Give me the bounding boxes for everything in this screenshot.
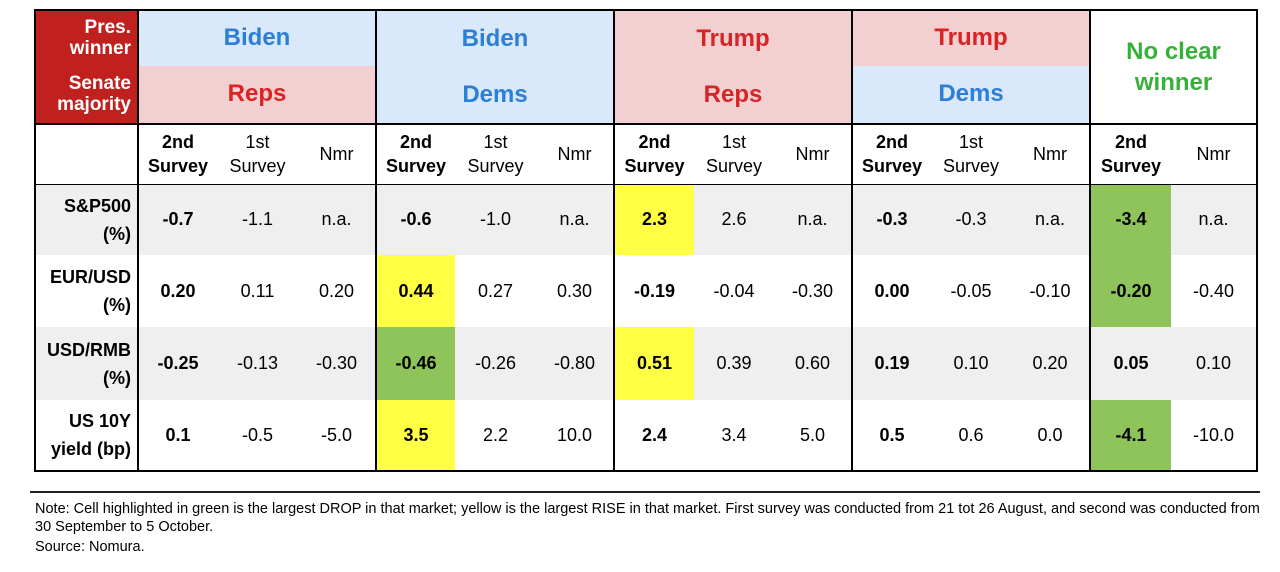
col-s5-nmr: Nmr [1196, 144, 1231, 165]
scenario-5-pres: No clear winner [1089, 10, 1258, 124]
scenario-2-senate: Dems [462, 81, 528, 108]
table-cell: 0.60 [774, 327, 853, 400]
table-cell: -4.1 [1089, 400, 1172, 471]
row-label-usdrmb: USD/RMB (%) [35, 327, 138, 400]
table-cell: -0.30 [791, 280, 834, 301]
scenario-2-pres-text: Biden [461, 25, 529, 52]
scenario-4-senate: Dems [851, 65, 1091, 124]
source-note: Source: Nomura. [35, 539, 145, 555]
table-cell: -0.20 [1089, 255, 1172, 327]
table-cell: 0.05 [1089, 327, 1172, 400]
table-cell: -0.13 [217, 327, 298, 400]
scenario-3-senate: Reps [703, 81, 763, 108]
table-cell: -5.0 [320, 424, 353, 445]
scenario-2-pres: Biden Dems [375, 10, 614, 124]
row-label-eurusd: EUR/USD (%) [49, 267, 131, 315]
table-cell: 0.20 [318, 280, 355, 301]
table-cell: -0.05 [950, 280, 992, 301]
col-s1-2nd: 2nd Survey [137, 124, 217, 184]
scenario-table: Pres. winner Biden Biden Dems Trump Reps… [34, 9, 1259, 472]
table-cell: 5.0 [799, 424, 826, 445]
scenario-4-pres: Trump [851, 10, 1091, 66]
table-cell: 0.10 [931, 327, 1012, 400]
table-cell: 0.1 [137, 400, 217, 471]
table-cell: 0.27 [477, 280, 514, 301]
table-cell: 0.30 [556, 280, 593, 301]
table-cell: 3.4 [721, 424, 747, 445]
table-cell: -0.40 [1193, 280, 1235, 301]
table-cell: -0.5 [241, 424, 274, 445]
table-cell: 0.20 [137, 255, 217, 327]
row-label-us10y: US 10Y yield (bp) [51, 411, 131, 459]
table-cell: 0.51 [613, 327, 694, 400]
table-cell: -0.46 [375, 327, 455, 400]
table-cell: -0.04 [713, 280, 755, 301]
table-note: Note: Cell highlighted in green is the l… [35, 501, 1260, 535]
col-s2-nmr: Nmr [557, 144, 592, 165]
row-label-sp500: S&P500 (%) [35, 184, 138, 255]
col-s2-2nd: 2nd Survey [375, 124, 455, 184]
col-s4-1st: 1st Survey [943, 132, 1000, 177]
table-cell: n.a. [1171, 184, 1258, 255]
table-cell: -0.30 [298, 327, 376, 400]
col-s4-2nd: 2nd Survey [851, 124, 932, 184]
table-cell: -0.25 [137, 327, 217, 400]
table-cell: 0.6 [958, 424, 984, 445]
table-cell: -1.0 [455, 184, 536, 255]
table-cell: 2.2 [482, 424, 509, 445]
table-cell: -0.6 [375, 184, 455, 255]
table-cell: 2.3 [613, 184, 694, 255]
senate-majority-label: Senate majority [35, 65, 138, 124]
table-cell: -3.4 [1089, 184, 1172, 255]
subheader-blank [35, 124, 138, 184]
table-cell: 10.0 [556, 424, 593, 445]
table-cell: 0.39 [694, 327, 774, 400]
table-cell: -0.26 [455, 327, 536, 400]
table-cell: n.a. [1011, 184, 1091, 255]
col-s2-1st: 1st Survey [467, 132, 524, 177]
col-s3-nmr: Nmr [795, 144, 830, 165]
table-cell: -0.3 [931, 184, 1012, 255]
table-cell: 0.5 [851, 400, 932, 471]
table-cell: 0.00 [851, 255, 932, 327]
col-s1-nmr: Nmr [319, 144, 354, 165]
col-s3-2nd: 2nd Survey [613, 124, 694, 184]
table-cell: -0.3 [851, 184, 932, 255]
table-cell: -10.0 [1193, 424, 1235, 445]
scenario-1-senate: Reps [137, 65, 376, 124]
table-cell: n.a. [536, 184, 614, 255]
pres-winner-label: Pres. winner [35, 10, 138, 66]
table-cell: -0.7 [137, 184, 217, 255]
table-cell: 0.10 [1171, 327, 1258, 400]
table-cell: 2.6 [694, 184, 774, 255]
table-cell: n.a. [298, 184, 376, 255]
table-cell: 0.19 [851, 327, 932, 400]
table-cell: -0.10 [1029, 280, 1071, 301]
col-s3-1st: 1st Survey [705, 132, 763, 177]
scenario-3-pres: Trump Reps [612, 10, 853, 124]
table-cell: -1.1 [217, 184, 298, 255]
table-cell: 0.20 [1011, 327, 1091, 400]
table-cell: -0.80 [536, 327, 614, 400]
table-cell: n.a. [774, 184, 853, 255]
table-cell: 0.0 [1037, 424, 1063, 445]
footer-divider [30, 491, 1260, 493]
table-cell: 0.11 [240, 280, 275, 301]
table-cell: -0.19 [613, 255, 694, 327]
col-s4-nmr: Nmr [1033, 144, 1068, 165]
col-s5-2nd: 2nd Survey [1089, 124, 1172, 184]
table-cell: 2.4 [613, 400, 694, 471]
col-s1-1st: 1st Survey [229, 132, 286, 177]
scenario-1-pres: Biden [137, 10, 376, 66]
table-cell: 0.44 [375, 255, 455, 327]
table-cell: 3.5 [375, 400, 455, 471]
scenario-3-pres-text: Trump [696, 25, 770, 52]
